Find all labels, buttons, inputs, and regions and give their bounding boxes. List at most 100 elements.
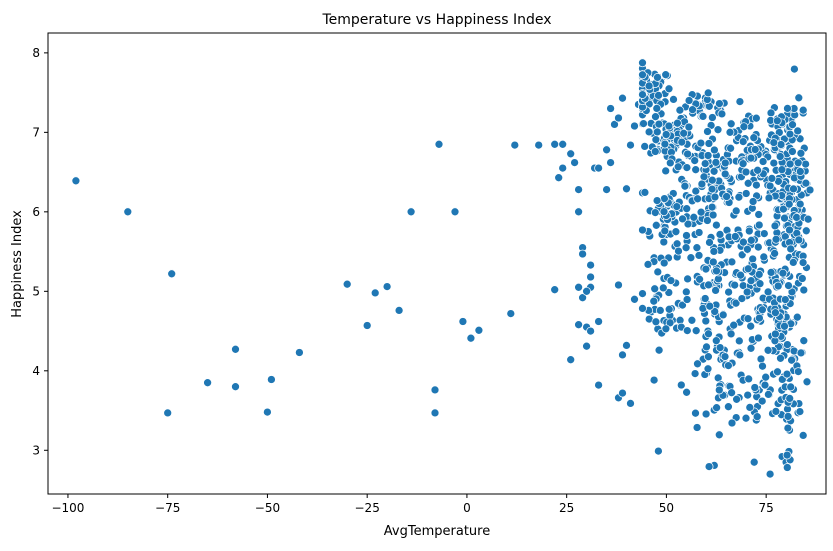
data-point xyxy=(720,352,730,361)
data-point xyxy=(679,128,689,138)
data-point xyxy=(741,189,751,198)
data-point xyxy=(510,140,520,150)
data-point xyxy=(691,408,700,418)
data-point xyxy=(777,165,787,175)
data-point xyxy=(707,202,717,212)
data-point xyxy=(594,380,603,390)
data-point xyxy=(558,163,568,173)
data-point xyxy=(758,305,767,315)
y-tick-label: 5 xyxy=(32,284,40,298)
data-point xyxy=(765,181,775,191)
data-point xyxy=(659,258,669,268)
data-point xyxy=(660,139,670,149)
data-point xyxy=(726,119,736,129)
data-point xyxy=(785,159,795,169)
data-point xyxy=(681,287,691,297)
data-point xyxy=(671,227,681,237)
data-point xyxy=(712,266,721,276)
data-point xyxy=(618,388,627,398)
data-point xyxy=(730,232,740,241)
data-point xyxy=(702,342,711,352)
data-point xyxy=(725,127,735,137)
data-point xyxy=(704,329,713,339)
data-point xyxy=(743,390,753,400)
x-tick-label: −25 xyxy=(355,501,380,515)
data-point xyxy=(694,251,704,260)
data-point xyxy=(746,321,756,331)
data-point xyxy=(794,93,804,103)
data-point xyxy=(682,387,691,397)
data-point xyxy=(712,220,721,230)
data-point xyxy=(651,112,660,122)
data-point xyxy=(666,276,676,285)
data-point xyxy=(691,165,701,175)
data-point xyxy=(231,382,240,392)
data-point xyxy=(695,274,704,284)
data-point xyxy=(743,264,753,274)
data-point xyxy=(406,207,416,217)
data-point xyxy=(731,206,741,216)
data-point xyxy=(649,296,659,306)
data-point xyxy=(752,180,761,190)
data-point xyxy=(678,214,687,224)
data-point xyxy=(764,390,773,399)
data-point xyxy=(566,149,576,159)
data-point xyxy=(450,207,460,217)
data-point xyxy=(342,279,352,289)
data-point xyxy=(692,423,702,432)
x-tick-label: 0 xyxy=(463,501,471,515)
data-point xyxy=(783,104,792,113)
data-point xyxy=(654,446,663,456)
data-point xyxy=(754,220,764,230)
data-point xyxy=(769,158,779,168)
y-tick-label: 8 xyxy=(32,46,40,60)
data-point xyxy=(741,167,751,177)
data-point xyxy=(744,226,754,236)
data-point xyxy=(654,91,663,100)
data-point xyxy=(799,336,809,346)
data-point xyxy=(780,213,789,223)
x-tick-label: 25 xyxy=(559,501,574,515)
data-point xyxy=(661,166,671,176)
data-point xyxy=(731,298,741,308)
data-point xyxy=(736,270,745,280)
data-point xyxy=(792,312,802,322)
data-point xyxy=(769,138,779,147)
data-point xyxy=(653,73,662,82)
data-point xyxy=(754,270,764,279)
data-point xyxy=(712,403,721,413)
data-point xyxy=(703,127,712,136)
data-point xyxy=(786,244,796,254)
data-point xyxy=(574,282,583,292)
data-point xyxy=(709,166,719,176)
data-point xyxy=(787,355,796,365)
data-point xyxy=(696,138,706,148)
data-point xyxy=(798,431,808,440)
data-point xyxy=(735,97,745,106)
data-point xyxy=(711,286,720,295)
data-point xyxy=(785,129,795,139)
data-point xyxy=(722,192,731,201)
data-point xyxy=(744,374,754,384)
data-point xyxy=(231,344,240,354)
x-tick-label: 50 xyxy=(659,501,674,515)
data-point xyxy=(773,367,782,377)
data-point xyxy=(626,140,635,150)
data-point xyxy=(795,407,805,416)
data-point xyxy=(746,235,756,245)
data-point xyxy=(474,325,484,335)
data-point xyxy=(786,382,796,392)
data-point xyxy=(673,162,683,172)
data-point xyxy=(714,385,724,395)
y-tick-label: 3 xyxy=(32,443,40,457)
data-point xyxy=(676,380,686,390)
data-point xyxy=(772,116,782,126)
data-point xyxy=(654,345,664,355)
data-point xyxy=(650,284,660,294)
data-point xyxy=(578,293,587,303)
data-point xyxy=(798,105,808,115)
data-point xyxy=(675,105,685,115)
data-point xyxy=(570,158,579,167)
data-point xyxy=(638,70,647,80)
data-point xyxy=(687,315,697,325)
